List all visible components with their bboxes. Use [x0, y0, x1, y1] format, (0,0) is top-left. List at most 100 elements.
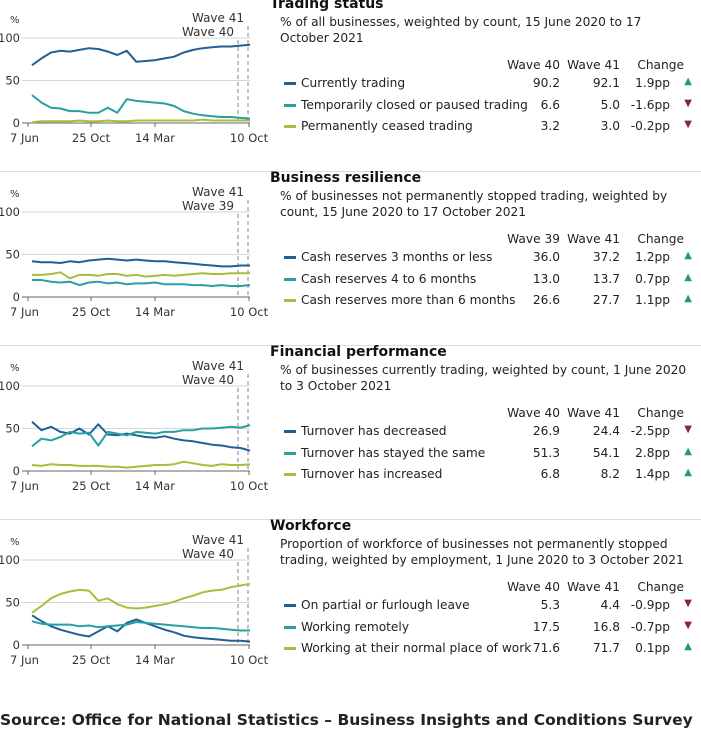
table-row: Working at their normal place of work 71.… — [280, 639, 700, 657]
value-change: 1.1pp — [635, 293, 670, 307]
triangle-up-icon: ▲ — [684, 271, 692, 283]
panel-title: Financial performance — [270, 344, 447, 360]
y-tick-label: 0 — [13, 464, 20, 478]
series-label: Permanently ceased trading — [301, 119, 473, 133]
x-tick-label: 14 Mar — [135, 479, 175, 493]
line-chart: 100 50 0% 7 Jun 25 Oct 14 Mar 10 Oct Wave 41Wav… — [0, 185, 268, 319]
column-header: Wave 40 — [507, 58, 560, 72]
y-axis-unit: % — [10, 537, 20, 548]
panel-title: Trading status — [270, 0, 384, 12]
legend-swatch — [284, 604, 296, 607]
series-label: Cash reserves 4 to 6 months — [301, 271, 477, 286]
y-tick-label: 100 — [0, 379, 20, 393]
series-label: Turnover has increased — [301, 467, 443, 481]
table-header: Wave 40 Wave 41 Change — [280, 58, 700, 76]
chart-container: 100 50 0% 7 Jun 25 Oct 14 Mar 10 Oct Wave 41 Wav… — [0, 174, 268, 346]
x-tick-label: 14 Mar — [135, 653, 175, 667]
series-label: On partial or furlough leave — [301, 598, 470, 612]
value-second-wave: 3.0 — [600, 119, 620, 133]
series-line-working-at-their-normal-place-of-work — [31, 582, 251, 614]
series-label: Cash reserves more than 6 months — [301, 293, 516, 307]
value-first-wave: 36.0 — [532, 250, 560, 264]
legend-swatch — [284, 430, 296, 433]
series-label: Working at their normal place of work — [301, 641, 532, 655]
legend-swatch — [284, 103, 296, 107]
table-row: Working remotely 17.5 16.8 -0.7pp ▼ — [280, 618, 700, 636]
legend-swatch — [284, 473, 296, 476]
column-header: Wave 41 — [567, 232, 620, 246]
triangle-down-icon: ▼ — [684, 598, 692, 609]
table-row: Turnover has decreased 26.9 24.4 -2.5pp ▼ — [280, 422, 700, 440]
panel-trading-status: 100 50 0% 7 Jun 25 Oct 14 Mar 10 Oct Wave 41 Wav… — [0, 0, 701, 172]
legend-swatch — [284, 299, 296, 302]
panel-workforce: 100 50 0% 7 Jun 25 Oct 14 Mar 10 Oct Wave 41 Wav… — [0, 518, 701, 694]
wave-marker-label: Wave 41 — [192, 185, 244, 199]
series-line-turnover-has-increased — [31, 460, 251, 469]
series-line-turnover-has-decreased — [31, 420, 251, 452]
x-tick-label: 10 Oct — [230, 305, 268, 319]
x-tick-label: 14 Mar — [135, 305, 175, 319]
y-tick-label: 0 — [13, 116, 20, 130]
table-row: Cash reserves more than 6 months 26.6 27.7… — [280, 291, 700, 309]
value-second-wave: 92.1 — [592, 76, 620, 90]
value-first-wave: 5.3 — [540, 598, 560, 612]
table-row: Cash reserves 3 months or less 36.0 37.2 1.… — [280, 248, 700, 266]
panel-subtitle: % of businesses not permanently stopped … — [280, 189, 668, 219]
x-tick-label: 25 Oct — [72, 305, 111, 319]
value-first-wave: 13.0 — [532, 271, 560, 286]
triangle-up-icon: ▲ — [684, 467, 692, 478]
value-first-wave: 3.2 — [540, 119, 560, 133]
panel-business-resilience: 100 50 0% 7 Jun 25 Oct 14 Mar 10 Oct Wave 41 Wav… — [0, 170, 701, 346]
y-axis-unit: % — [10, 189, 20, 200]
value-first-wave: 6.8 — [540, 467, 560, 481]
triangle-down-icon: ▼ — [684, 424, 692, 435]
series-line-currently-trading — [31, 43, 251, 67]
line-chart: 100 50 0% 7 Jun 25 Oct 14 Mar 10 Oct Wave 41Wav… — [0, 533, 268, 667]
value-change: 0.1pp — [635, 641, 670, 655]
column-header: Wave 41 — [567, 58, 620, 72]
legend-swatch — [284, 451, 296, 455]
legend-swatch — [284, 625, 296, 629]
x-tick-label: 14 Mar — [135, 131, 175, 145]
triangle-down-icon: ▼ — [684, 97, 692, 109]
legend-swatch — [284, 125, 296, 128]
x-tick-label: 10 Oct — [230, 479, 268, 493]
chart-container: 100 50 0% 7 Jun 25 Oct 14 Mar 10 Oct Wave 41 Wav… — [0, 0, 268, 172]
panel-subtitle: % of businesses currently trading, weigh… — [280, 363, 687, 393]
table-row: Turnover has increased 6.8 8.2 1.4pp ▲ — [280, 465, 700, 483]
value-second-wave: 71.7 — [592, 641, 620, 655]
x-tick-label: 7 Jun — [10, 131, 39, 145]
series-line-cash-reserves-3-months-or-less — [31, 257, 250, 268]
line-chart: 100 50 0% 7 Jun 25 Oct 14 Mar 10 Oct Wave 41Wav… — [0, 359, 268, 493]
y-axis-unit: % — [10, 15, 20, 26]
series-line-working-remotely — [31, 620, 250, 632]
value-change: 0.7pp — [635, 271, 670, 286]
series-label: Turnover has decreased — [301, 424, 447, 438]
chart-container: 100 50 0% 7 Jun 25 Oct 14 Mar 10 Oct Wave 41 Wav… — [0, 348, 268, 520]
wave-marker-label: Wave 41 — [192, 359, 244, 373]
column-header: Change — [637, 406, 684, 420]
value-second-wave: 8.2 — [600, 467, 620, 481]
value-change: -0.9pp — [630, 598, 670, 612]
column-header: Wave 41 — [567, 406, 620, 420]
legend-swatch — [284, 277, 296, 281]
x-tick-label: 25 Oct — [72, 131, 111, 145]
panel-separator — [0, 519, 701, 520]
table-row: On partial or furlough leave 5.3 4.4 -0.9pp… — [280, 596, 700, 614]
y-tick-label: 0 — [13, 638, 20, 652]
column-header: Wave 41 — [567, 580, 620, 594]
series-label: Currently trading — [301, 76, 406, 90]
value-second-wave: 54.1 — [592, 445, 620, 460]
y-tick-label: 100 — [0, 553, 20, 567]
panel-separator — [0, 171, 701, 172]
value-change: 1.2pp — [635, 250, 670, 264]
value-change: -0.2pp — [630, 119, 670, 133]
value-change: 1.4pp — [635, 467, 670, 481]
panel-title: Workforce — [270, 518, 352, 534]
x-tick-label: 7 Jun — [10, 305, 39, 319]
table-row: Cash reserves 4 to 6 months 13.0 13.7 0.7pp… — [280, 270, 700, 288]
y-tick-label: 100 — [0, 205, 20, 219]
column-header: Change — [637, 58, 684, 72]
series-line-temporarily-closed-or-paused-trading — [31, 94, 251, 120]
table-row: Permanently ceased trading 3.2 3.0 -0.2pp ▼ — [280, 117, 700, 135]
